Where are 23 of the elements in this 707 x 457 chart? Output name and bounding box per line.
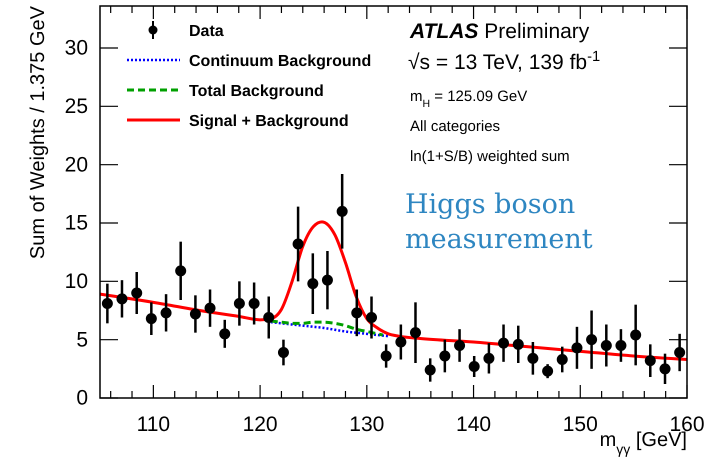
annotation: m$_{H}$ = 125.09 GeV: [410, 88, 528, 110]
legend-label: Continuum Background: [189, 53, 372, 70]
legend-label: Data: [189, 23, 224, 40]
y-tick-label: 15: [64, 212, 88, 235]
y-tick-label: 25: [64, 95, 88, 118]
x-tick-label: 120: [242, 413, 278, 436]
annotation: Higgs boson measurement: [405, 189, 593, 255]
annotation: √s = 13 TeV, 139 fb$^{-1}$: [408, 49, 600, 74]
annotation: ATLAS Preliminary: [409, 20, 590, 43]
legend-label: Total Background: [189, 83, 324, 100]
x-tick-label: 150: [562, 413, 598, 436]
annotation: ln(1+S/B) weighted sum: [410, 148, 570, 165]
y-axis-title: Sum of Weights / 1.375 GeV: [27, 5, 49, 260]
legend-label: Signal + Background: [189, 113, 349, 130]
x-tick-label: 110: [136, 413, 170, 436]
x-tick-label: 140: [456, 413, 492, 436]
y-tick-label: 0: [76, 386, 88, 410]
annotation: All categories: [410, 118, 500, 135]
y-tick-label: 5: [76, 328, 88, 352]
y-tick-label: 20: [64, 153, 88, 176]
x-tick-label: 130: [349, 413, 384, 436]
y-tick-label: 30: [64, 36, 88, 60]
y-tick-label: 10: [64, 270, 88, 294]
